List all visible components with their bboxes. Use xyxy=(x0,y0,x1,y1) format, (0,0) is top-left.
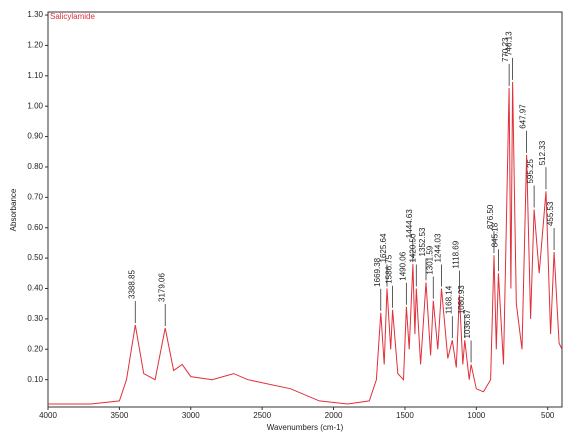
y-tick-label: 0.70 xyxy=(27,192,43,201)
x-tick-label: 500 xyxy=(541,411,555,420)
peak-label: 1118.69 xyxy=(451,240,460,268)
y-tick-label: 1.10 xyxy=(27,71,43,80)
x-tick-label: 2500 xyxy=(253,411,271,420)
peak-label: 876.50 xyxy=(486,204,495,229)
y-tick-label: 0.20 xyxy=(27,344,43,353)
x-tick-label: 1000 xyxy=(467,411,485,420)
y-tick-label: 1.20 xyxy=(27,41,43,50)
x-axis-label: Wavenumbers (cm-1) xyxy=(267,423,344,432)
x-tick-label: 3500 xyxy=(110,411,128,420)
spectrum-line xyxy=(48,81,563,405)
peak-label: 1669.38 xyxy=(373,257,382,286)
x-tick-label: 2000 xyxy=(325,411,343,420)
x-tick-label: 1500 xyxy=(396,411,414,420)
peak-label: 845.18 xyxy=(491,222,500,247)
y-tick-label: 1.30 xyxy=(27,10,43,19)
x-tick-label: 4000 xyxy=(39,411,57,420)
peak-label: 1586.75 xyxy=(385,254,394,283)
peak-label: 1080.93 xyxy=(457,285,466,314)
y-tick-label: 0.60 xyxy=(27,223,43,232)
y-tick-label: 0.90 xyxy=(27,132,43,141)
peak-label: 1301.59 xyxy=(425,245,434,274)
y-tick-label: 0.80 xyxy=(27,162,43,171)
peak-label: 455.53 xyxy=(546,201,555,226)
plot-frame xyxy=(47,11,563,408)
x-tick-label: 3000 xyxy=(182,411,200,420)
peak-label: 3179.06 xyxy=(157,273,166,302)
peak-label: 746.13 xyxy=(505,31,514,56)
peak-label: 3388.85 xyxy=(127,269,136,298)
peak-label: 1420.50 xyxy=(408,233,417,262)
peak-label: 1625.64 xyxy=(379,233,388,262)
peak-label: 1352.53 xyxy=(418,227,427,256)
chart-title: Salicylamide xyxy=(50,12,95,21)
y-tick-label: 0.50 xyxy=(27,253,43,262)
peak-label: 1036.87 xyxy=(463,309,472,338)
y-tick-label: 0.40 xyxy=(27,284,43,293)
peak-label: 1444.63 xyxy=(405,209,414,238)
peak-label: 595.25 xyxy=(526,158,535,183)
y-tick-label: 0.10 xyxy=(27,375,43,384)
peak-label: 1244.03 xyxy=(434,233,443,262)
y-tick-label: 0.30 xyxy=(27,314,43,323)
peak-label: 1490.06 xyxy=(398,251,407,280)
peak-label: 1168.14 xyxy=(444,285,453,314)
peak-label: 647.97 xyxy=(519,104,528,129)
y-axis-label: Absorbance xyxy=(9,188,18,231)
peak-label: 512.33 xyxy=(538,140,547,165)
y-tick-label: 1.00 xyxy=(27,101,43,110)
peak-label: 770.23 xyxy=(501,37,510,62)
